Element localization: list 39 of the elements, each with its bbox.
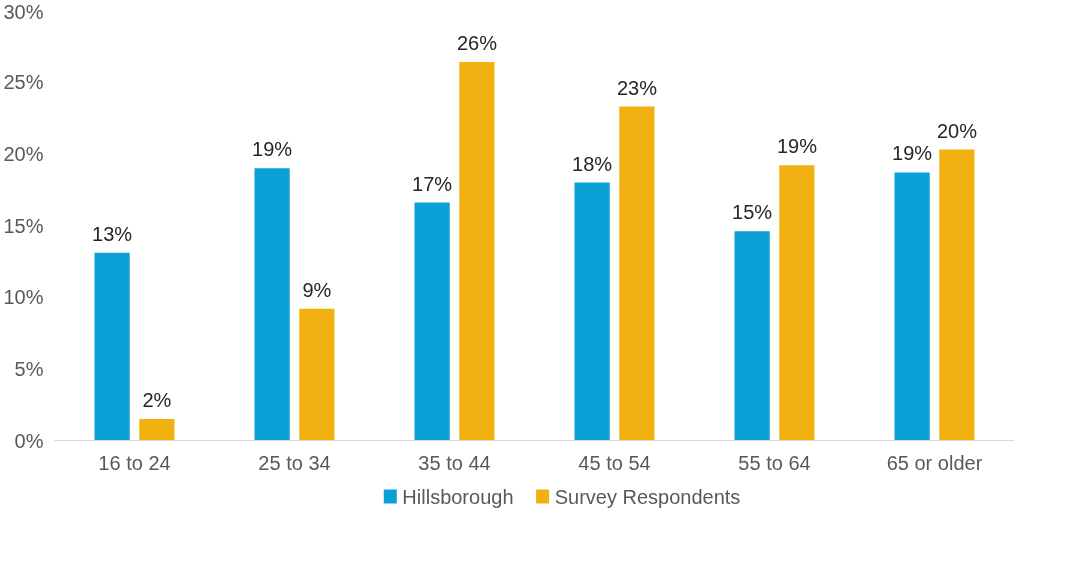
bar (139, 419, 175, 441)
x-tick-label: 45 to 54 (578, 451, 651, 474)
y-tick-label: 0% (14, 429, 44, 452)
data-label: 9% (302, 278, 332, 301)
bar (574, 182, 610, 441)
bar (939, 149, 975, 441)
x-tick-label: 55 to 64 (738, 451, 811, 474)
y-tick-label: 15% (3, 214, 44, 237)
data-label: 19% (892, 142, 933, 165)
data-label: 15% (732, 201, 773, 224)
data-label: 20% (936, 119, 978, 142)
x-tick-label: 35 to 44 (418, 451, 491, 474)
bar (779, 165, 815, 441)
x-tick-label: 65 or older (886, 451, 983, 474)
bar (734, 231, 770, 441)
data-label: 18% (572, 152, 613, 175)
data-label: 26% (456, 32, 498, 55)
data-label: 19% (252, 138, 293, 161)
bar (299, 308, 335, 441)
y-tick-label: 20% (3, 142, 44, 165)
bar (254, 168, 290, 441)
x-tick-label: 16 to 24 (98, 451, 171, 474)
y-tick-label: 10% (3, 286, 44, 309)
y-tick-label: 5% (14, 357, 44, 380)
x-tick-label: 25 to 34 (258, 451, 331, 474)
y-tick-label: 25% (3, 71, 44, 94)
bar (459, 62, 495, 441)
data-label: 17% (412, 172, 453, 195)
bar (619, 106, 655, 441)
bar (894, 172, 930, 441)
data-label: 19% (776, 135, 818, 158)
bar (414, 202, 450, 441)
legend-label: Survey Respondents (554, 485, 741, 508)
data-label: 23% (616, 76, 658, 99)
y-tick-label: 30% (3, 0, 44, 23)
data-label: 13% (92, 222, 133, 245)
legend-label: Hillsborough (402, 485, 514, 508)
bar (94, 252, 130, 441)
data-label: 2% (142, 389, 172, 411)
